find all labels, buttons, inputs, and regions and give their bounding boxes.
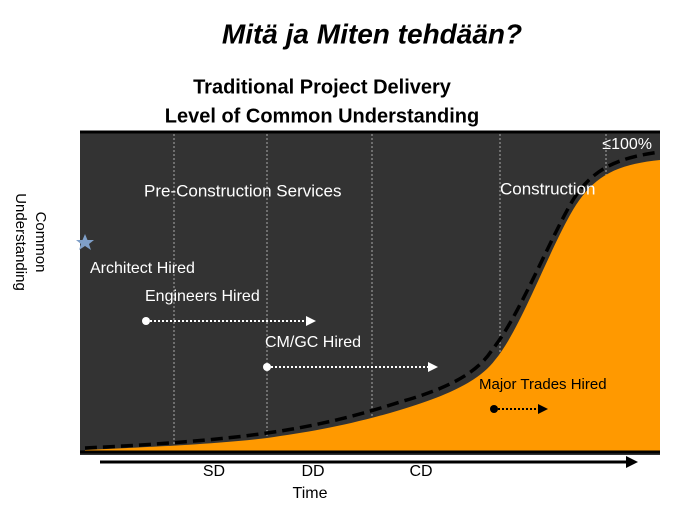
star-icon [76,234,94,250]
phase-label: Pre-Construction Services [144,181,341,200]
milestone-dot [490,405,498,413]
arrow-head [538,404,548,414]
arrow-head [428,362,438,372]
arrow-head [306,316,316,326]
arrow-head [626,456,638,468]
milestone-label: Major Trades Hired [479,376,607,393]
understanding-curve [84,150,661,450]
slide-title: Mitä ja Miten tehdään? [222,18,522,49]
y-axis-label-line: Understanding [12,193,29,291]
phase-label: Construction [500,179,595,198]
milestone-dot [263,363,271,371]
milestone-dot [142,317,150,325]
x-axis-label: Time [293,485,328,502]
stage-label: DD [301,463,324,480]
y-axis-label-line: Common [32,212,49,273]
chart-title: Traditional Project Delivery [193,76,452,98]
chart-title: Level of Common Understanding [165,105,479,127]
milestone-label: CM/GC Hired [265,334,361,351]
stage-label: CD [409,463,432,480]
stage-label: SD [203,463,225,480]
understanding-area [85,160,660,452]
milestone-label: Engineers Hired [145,288,260,305]
milestone-label: Architect Hired [90,260,195,277]
y-axis-label: Common Understanding [12,193,49,291]
max-label: ≤100% [602,136,652,153]
